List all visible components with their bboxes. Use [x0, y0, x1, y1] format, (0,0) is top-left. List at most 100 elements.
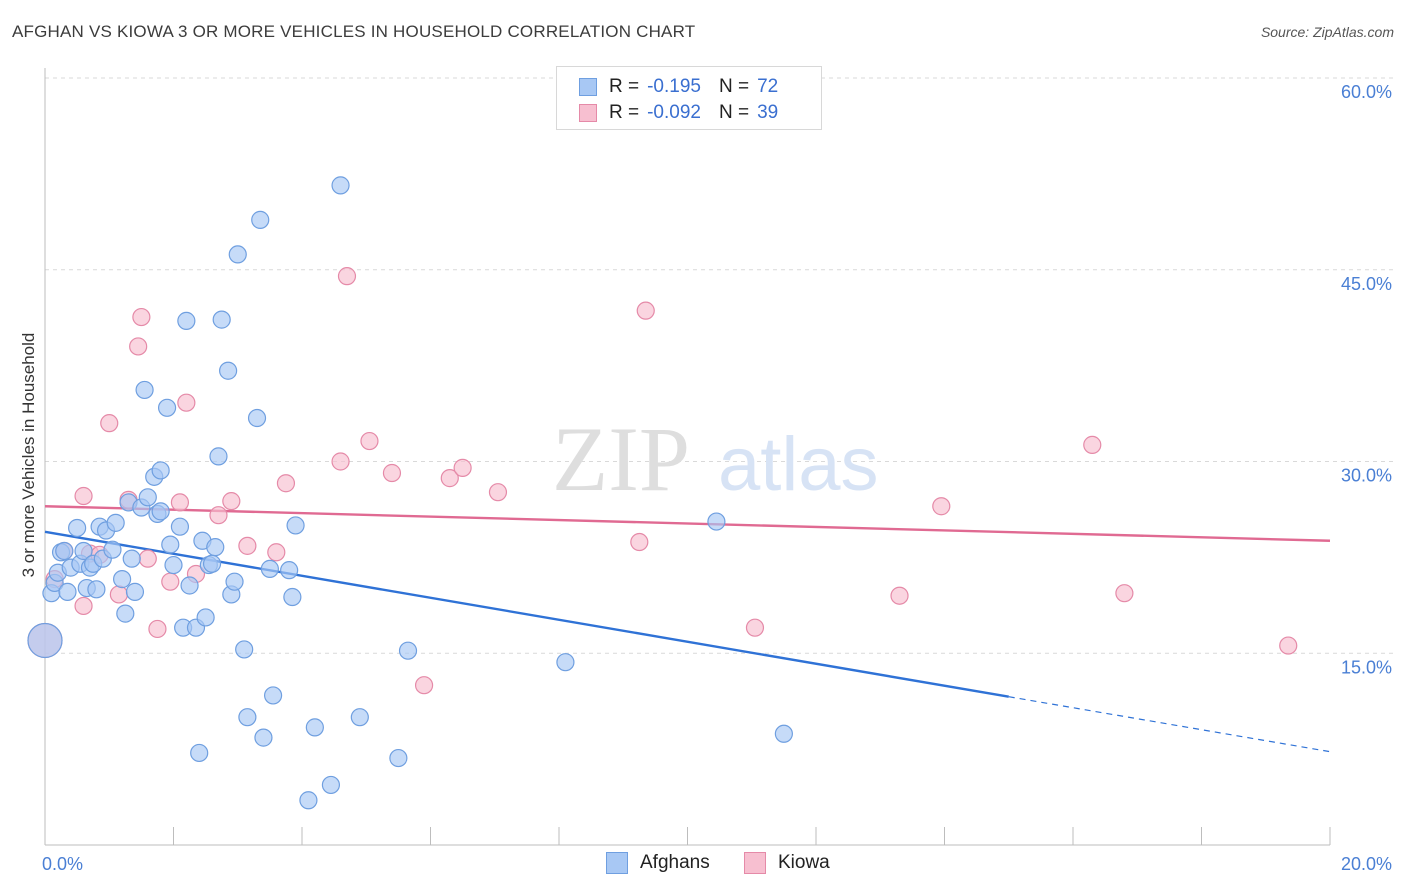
stats-legend: R = -0.195 N = 72 R = -0.092 N = 39: [556, 66, 822, 130]
y-tick-label: 30.0%: [1341, 466, 1392, 486]
point-afghans: [283, 587, 302, 607]
point-kiowa: [440, 469, 459, 488]
point-afghans: [219, 361, 238, 380]
point-kiowa: [932, 497, 951, 516]
legend-label-kiowa: Kiowa: [778, 852, 830, 873]
axes: [44, 68, 1331, 846]
y-axis-label: 3 or more Vehicles in Household: [19, 333, 38, 578]
point-afghans: [206, 538, 225, 557]
point-kiowa: [138, 549, 157, 568]
point-afghans: [228, 245, 247, 264]
point-afghans: [774, 724, 793, 743]
chart-title: AFGHAN VS KIOWA 3 OR MORE VEHICLES IN HO…: [12, 22, 696, 41]
legend-label-afghans: Afghans: [640, 852, 710, 873]
point-afghans: [331, 176, 350, 195]
legend-n-value: 39: [757, 102, 779, 123]
point-afghans: [280, 561, 299, 580]
point-afghans: [247, 408, 267, 428]
point-kiowa: [1083, 435, 1102, 454]
legend-r-value: -0.195: [647, 76, 701, 97]
point-kiowa: [129, 337, 148, 356]
point-afghans: [707, 512, 726, 531]
legend-n-value: 72: [757, 76, 779, 97]
point-afghans: [87, 580, 106, 599]
point-afghans: [55, 541, 74, 561]
point-afghans: [389, 748, 408, 768]
point-afghans: [122, 549, 141, 568]
point-kiowa: [276, 474, 296, 493]
point-kiowa: [109, 585, 128, 604]
data-points: [27, 176, 1298, 810]
legend-r-label: R =: [609, 76, 640, 97]
point-afghans: [212, 310, 231, 329]
series-legend: Afghans Kiowa: [0, 852, 1406, 878]
trend-extension-afghans: [1008, 696, 1331, 753]
point-afghans: [106, 513, 125, 532]
point-afghans: [177, 311, 196, 330]
point-kiowa: [890, 586, 909, 605]
point-afghans: [74, 541, 93, 561]
point-afghans: [58, 582, 77, 601]
legend-row-afghans: R = -0.195 N = 72: [579, 75, 778, 99]
watermark: ZIP atlas: [552, 408, 879, 510]
point-kiowa: [331, 452, 350, 471]
point-kiowa: [360, 431, 379, 451]
point-afghans: [305, 718, 324, 737]
point-kiowa: [148, 619, 167, 639]
point-kiowa: [74, 596, 93, 616]
point-afghans: [116, 604, 135, 623]
point-kiowa: [382, 463, 402, 483]
point-afghans: [286, 516, 305, 535]
point-afghans: [170, 517, 190, 536]
legend-swatch-kiowa: [579, 104, 597, 122]
tick-labels: 15.0% 30.0% 45.0% 60.0% 0.0% 20.0%: [42, 82, 1392, 874]
point-afghans: [299, 791, 318, 810]
point-afghans: [27, 622, 63, 659]
source-note: Source: ZipAtlas.com: [1260, 24, 1394, 40]
legend-item-kiowa[interactable]: Kiowa: [744, 852, 830, 874]
watermark-zip: ZIP: [552, 408, 690, 510]
point-kiowa: [267, 543, 286, 562]
point-afghans: [238, 708, 257, 727]
legend-swatch-afghans: [579, 78, 597, 96]
point-afghans: [225, 572, 244, 591]
point-afghans: [151, 461, 170, 480]
legend-item-afghans[interactable]: Afghans: [606, 852, 710, 874]
trend-lines: [44, 505, 1331, 753]
point-kiowa: [453, 458, 472, 477]
trend-line-kiowa: [44, 505, 1331, 542]
point-kiowa: [337, 267, 357, 286]
y-tick-label: 15.0%: [1341, 657, 1392, 677]
point-afghans: [254, 728, 273, 747]
point-kiowa: [488, 483, 508, 502]
point-afghans: [251, 210, 270, 229]
trend-line-afghans: [44, 530, 1009, 698]
y-tick-label: 45.0%: [1341, 274, 1392, 294]
legend-r-label: R =: [609, 102, 640, 123]
point-afghans: [164, 555, 183, 575]
point-afghans: [190, 743, 209, 763]
point-afghans: [556, 653, 575, 672]
point-afghans: [202, 554, 222, 573]
point-afghans: [125, 582, 145, 601]
legend-row-kiowa: R = -0.092 N = 39: [579, 101, 778, 125]
point-kiowa: [100, 414, 119, 433]
point-afghans: [68, 518, 87, 538]
point-kiowa: [1115, 584, 1134, 603]
point-kiowa: [414, 676, 434, 695]
point-afghans: [112, 570, 132, 589]
point-kiowa: [161, 572, 180, 591]
point-afghans: [157, 398, 177, 417]
point-afghans: [350, 708, 369, 727]
watermark-atlas: atlas: [718, 422, 879, 507]
point-afghans: [235, 640, 254, 659]
legend-n-label: N =: [718, 102, 750, 123]
y-tick-label: 60.0%: [1341, 82, 1392, 102]
point-kiowa: [630, 532, 649, 552]
point-kiowa: [238, 536, 257, 555]
point-kiowa: [222, 492, 241, 511]
point-afghans: [209, 447, 228, 466]
point-kiowa: [177, 393, 196, 412]
point-afghans: [135, 380, 154, 400]
